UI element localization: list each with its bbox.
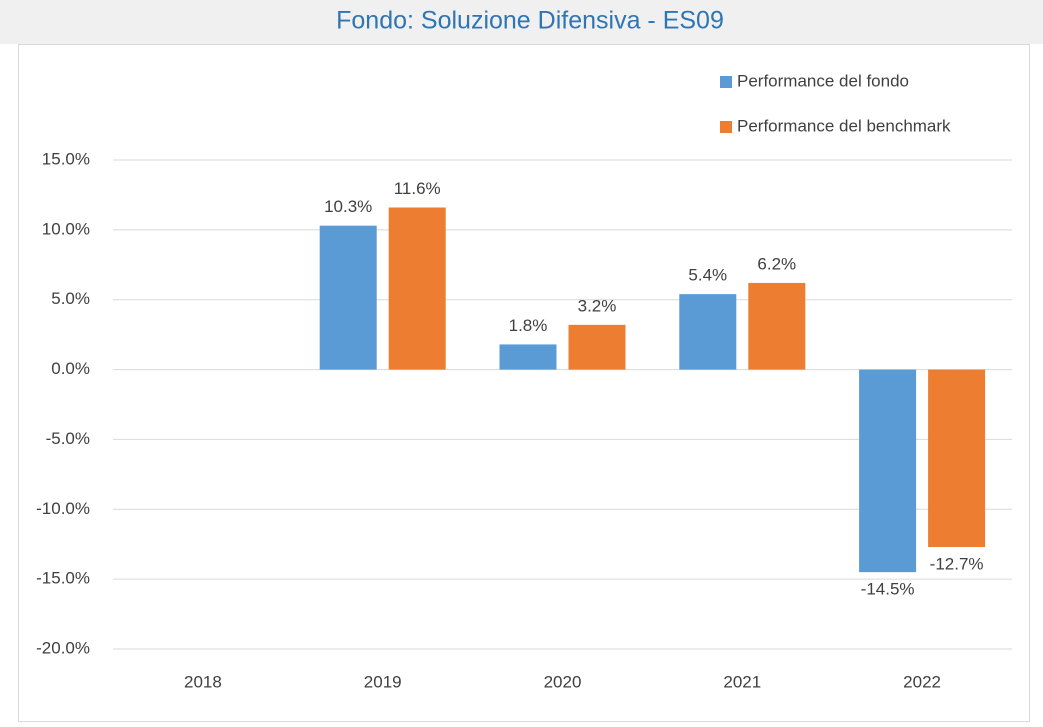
legend-label: Performance del benchmark [737,116,951,135]
bar [568,324,626,370]
bar [928,369,986,548]
y-tick-label: 15.0% [42,149,90,168]
bar [319,225,377,370]
legend-label: Performance del fondo [737,71,909,90]
data-label: -14.5% [861,580,915,599]
y-tick-label: 5.0% [51,289,90,308]
data-label: 1.8% [509,316,548,335]
x-tick-label: 2018 [184,672,222,691]
bar [679,294,737,370]
y-tick-label: 10.0% [42,219,90,238]
data-label: -12.7% [930,554,984,573]
y-tick-label: -5.0% [46,429,90,448]
y-tick-label: -10.0% [36,499,90,518]
bar [388,207,446,370]
data-label: 6.2% [757,254,796,273]
title-band [0,0,1043,44]
bar [499,344,557,370]
chart-title: Fondo: Soluzione Difensiva - ES09 [336,7,724,35]
y-tick-label: 0.0% [51,359,90,378]
bar [859,369,917,573]
x-tick-label: 2019 [364,672,402,691]
y-tick-label: -15.0% [36,569,90,588]
data-label: 11.6% [394,179,441,198]
x-tick-label: 2020 [544,672,582,691]
data-label: 5.4% [688,266,727,285]
x-tick-label: 2021 [723,672,761,691]
bar [748,282,806,370]
y-tick-label: -20.0% [36,638,90,657]
x-tick-label: 2022 [903,672,941,691]
legend-swatch [720,76,732,88]
data-label: 10.3% [324,197,372,216]
data-label: 3.2% [578,296,617,315]
legend-swatch [720,121,732,133]
